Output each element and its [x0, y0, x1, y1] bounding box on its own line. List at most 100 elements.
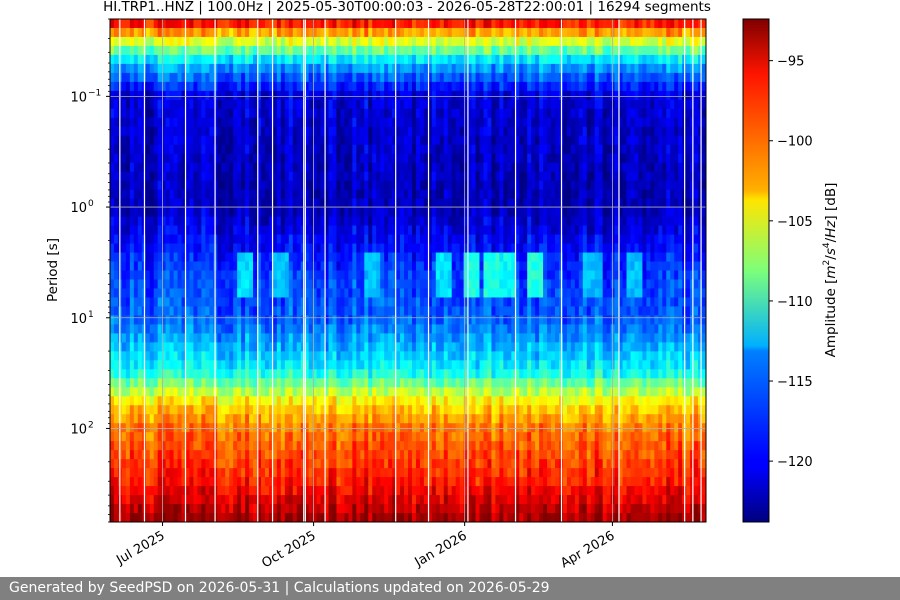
- heatmap-cell: [225, 252, 230, 263]
- heatmap-cell: [149, 90, 155, 101]
- heatmap-cell: [415, 495, 421, 505]
- heatmap-cell: [145, 189, 151, 200]
- heatmap-cell: [276, 189, 282, 200]
- heatmap-cell: [161, 486, 167, 496]
- heatmap-cell: [308, 378, 314, 388]
- heatmap-cell: [392, 45, 397, 56]
- heatmap-cell: [257, 63, 262, 74]
- heatmap-cell: [153, 333, 159, 343]
- heatmap-cell: [165, 315, 171, 325]
- heatmap-cell: [129, 432, 135, 442]
- heatmap-cell: [264, 81, 270, 92]
- heatmap-cell: [348, 486, 353, 496]
- heatmap-cell: [189, 189, 195, 200]
- heatmap-cell: [260, 486, 266, 496]
- heatmap-cell: [249, 351, 254, 361]
- heatmap-cell: [221, 504, 226, 514]
- heatmap-cell: [316, 198, 322, 209]
- heatmap-cell: [296, 414, 302, 424]
- heatmap-cell: [443, 27, 449, 38]
- heatmap-cell: [376, 441, 381, 451]
- heatmap-cell: [137, 90, 143, 101]
- heatmap-cell: [308, 432, 314, 442]
- heatmap-cell: [404, 450, 409, 460]
- heatmap-cell: [153, 36, 159, 47]
- heatmap-cell: [459, 486, 465, 496]
- heatmap-cell: [423, 198, 429, 209]
- heatmap-cell: [423, 54, 429, 65]
- heatmap-cell: [145, 468, 151, 478]
- heatmap-cell: [348, 108, 353, 119]
- heatmap-cell: [336, 387, 342, 397]
- heatmap-cell: [113, 243, 119, 254]
- heatmap-cell: [197, 351, 202, 361]
- heatmap-cell: [364, 432, 369, 442]
- heatmap-cell: [197, 495, 202, 505]
- heatmap-cell: [308, 495, 314, 505]
- heatmap-cell: [352, 153, 357, 164]
- heatmap-cell: [113, 234, 119, 245]
- heatmap-cell: [229, 63, 234, 74]
- heatmap-cell: [447, 468, 453, 478]
- heatmap-cell: [110, 36, 115, 47]
- heatmap-cell: [193, 279, 199, 290]
- heatmap-cell: [380, 387, 385, 397]
- heatmap-cell: [328, 189, 334, 200]
- heatmap-cell: [276, 270, 282, 281]
- heatmap-cell: [233, 171, 238, 182]
- heatmap-cell: [169, 189, 175, 200]
- heatmap-cell: [133, 396, 139, 406]
- heatmap-cell: [280, 324, 286, 334]
- heatmap-cell: [233, 405, 238, 415]
- heatmap-cell: [249, 414, 254, 424]
- heatmap-cell: [312, 45, 318, 56]
- heatmap-cell: [260, 72, 266, 83]
- heatmap-cell: [249, 225, 254, 236]
- heatmap-cell: [411, 360, 417, 370]
- heatmap-cell: [205, 99, 210, 110]
- heatmap-cell: [312, 342, 318, 352]
- heatmap-cell: [356, 504, 361, 514]
- heatmap-cell: [145, 126, 151, 137]
- heatmap-cell: [229, 297, 234, 308]
- heatmap-cell: [328, 423, 334, 433]
- heatmap-cell: [233, 504, 238, 514]
- heatmap-cell: [233, 19, 238, 29]
- heatmap-cell: [165, 153, 171, 164]
- heatmap-cell: [404, 90, 409, 101]
- heatmap-cell: [396, 117, 401, 128]
- heatmap-cell: [304, 288, 310, 299]
- heatmap-cell: [368, 360, 373, 370]
- heatmap-cell: [153, 27, 159, 38]
- heatmap-cell: [300, 297, 306, 308]
- heatmap-cell: [217, 27, 222, 38]
- heatmap-cell: [153, 63, 159, 74]
- heatmap-cell: [368, 90, 373, 101]
- heatmap-cell: [364, 342, 369, 352]
- heatmap-cell: [264, 360, 270, 370]
- heatmap-cell: [316, 261, 322, 272]
- heatmap-cell: [443, 189, 449, 200]
- heatmap-cell: [169, 117, 175, 128]
- heatmap-cell: [260, 468, 266, 478]
- heatmap-cell: [189, 333, 195, 343]
- heatmap-cell: [260, 387, 266, 397]
- heatmap-cell: [408, 216, 413, 227]
- heatmap-cell: [411, 189, 417, 200]
- heatmap-cell: [161, 315, 167, 325]
- heatmap-cell: [443, 513, 449, 522]
- heatmap-cell: [384, 414, 389, 424]
- heatmap-cell: [276, 432, 282, 442]
- heatmap-cell: [435, 225, 441, 236]
- heatmap-cell: [312, 198, 318, 209]
- heatmap-cell: [129, 288, 135, 299]
- heatmap-cell: [312, 108, 318, 119]
- heatmap-cell: [125, 27, 131, 38]
- heatmap-cell: [352, 198, 357, 209]
- heatmap-cell: [233, 378, 238, 388]
- heatmap-cell: [380, 243, 385, 254]
- heatmap-cell: [423, 27, 429, 38]
- heatmap-cell: [328, 450, 334, 460]
- heatmap-cell: [165, 342, 171, 352]
- heatmap-cell: [157, 63, 163, 74]
